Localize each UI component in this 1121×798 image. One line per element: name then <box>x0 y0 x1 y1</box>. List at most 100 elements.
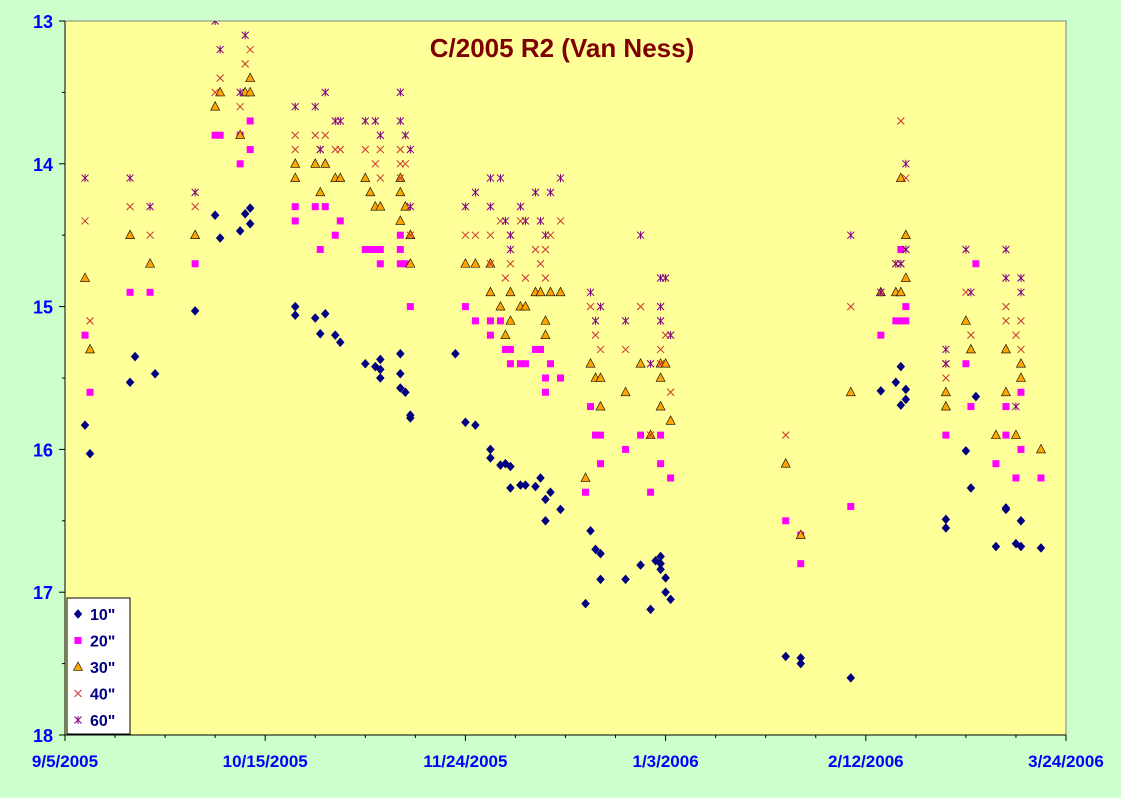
x-tick-label: 3/24/2006 <box>1028 752 1104 771</box>
data-point <box>330 330 340 341</box>
x-tick-label: 1/3/2006 <box>633 752 699 771</box>
data-point <box>395 186 406 197</box>
data-point <box>656 551 665 562</box>
data-point <box>621 316 630 325</box>
data-point <box>506 483 515 493</box>
data-point <box>145 258 156 268</box>
data-point <box>940 400 951 411</box>
data-point <box>311 102 320 111</box>
data-point <box>902 303 910 311</box>
data-point <box>587 403 595 411</box>
data-point <box>406 231 415 240</box>
data-point <box>496 174 505 183</box>
legend-marker <box>74 716 82 724</box>
data-point <box>506 259 515 268</box>
data-point <box>290 301 300 312</box>
data-point <box>506 245 515 254</box>
data-point <box>376 131 385 140</box>
data-point <box>126 202 134 211</box>
y-tick-label: 14 <box>33 155 53 175</box>
data-point <box>536 259 545 268</box>
data-point <box>620 386 631 397</box>
data-point <box>535 286 546 297</box>
x-tick-label: 11/24/2005 <box>423 752 507 771</box>
legend-entry: 60" <box>74 713 115 730</box>
y-tick-label: 16 <box>33 440 53 460</box>
data-point <box>591 316 600 325</box>
data-point <box>471 420 480 431</box>
chart-title: C/2005 R2 (Van Ness) <box>430 33 694 63</box>
data-point <box>366 245 374 253</box>
data-point <box>655 400 666 411</box>
data-point <box>541 388 549 396</box>
data-point <box>991 541 1001 552</box>
data-point <box>962 360 970 368</box>
series-diamond <box>80 203 1046 683</box>
data-point <box>216 74 225 82</box>
data-point <box>191 260 199 268</box>
data-point <box>597 460 605 468</box>
data-point <box>501 345 509 353</box>
data-point <box>245 72 256 82</box>
legend-label: 20" <box>90 634 115 651</box>
data-point <box>1017 274 1025 283</box>
data-point <box>471 317 479 325</box>
data-point <box>486 202 495 211</box>
data-point <box>657 431 665 439</box>
data-point <box>321 203 329 211</box>
data-point <box>621 345 630 354</box>
data-point <box>637 431 645 439</box>
data-point <box>897 317 905 325</box>
data-point <box>320 308 330 319</box>
data-point <box>582 488 590 496</box>
data-point <box>470 258 481 268</box>
data-point <box>396 368 405 379</box>
data-point <box>516 360 524 368</box>
data-point <box>146 202 154 211</box>
data-point <box>291 102 300 111</box>
data-point <box>556 174 565 183</box>
data-point <box>395 172 406 182</box>
data-point <box>506 231 515 240</box>
data-point <box>396 260 404 268</box>
data-point <box>657 460 665 468</box>
data-point <box>795 529 806 539</box>
data-point <box>376 145 385 154</box>
data-point <box>540 315 551 325</box>
y-tick-label: 13 <box>33 12 53 32</box>
data-point <box>486 259 495 268</box>
data-point <box>245 86 256 97</box>
data-point <box>901 245 910 254</box>
data-point <box>246 146 254 154</box>
data-point <box>405 229 416 239</box>
y-axis: 13 14 15 16 17 18 <box>33 12 66 746</box>
data-point <box>485 286 496 297</box>
y-tick-label: 18 <box>33 726 53 746</box>
data-point <box>1010 429 1021 439</box>
data-point <box>81 331 89 339</box>
data-point <box>310 158 321 168</box>
data-point <box>555 286 566 297</box>
data-point <box>667 474 675 482</box>
data-point <box>1036 543 1046 553</box>
data-point <box>797 560 805 568</box>
data-point <box>150 368 160 379</box>
data-point <box>546 188 555 197</box>
data-point <box>501 274 510 282</box>
data-point <box>635 358 646 368</box>
data-point <box>291 145 300 154</box>
data-point <box>80 420 90 431</box>
data-point <box>501 216 510 225</box>
data-point <box>371 245 379 253</box>
data-point <box>146 288 154 296</box>
data-point <box>461 303 469 311</box>
data-point <box>1015 372 1026 382</box>
data-point <box>782 517 790 525</box>
data-point <box>360 172 371 182</box>
data-point <box>506 360 514 368</box>
data-point <box>942 374 950 382</box>
data-point <box>316 145 325 154</box>
data-point <box>780 458 791 468</box>
data-point <box>581 598 590 609</box>
data-point <box>521 274 530 282</box>
